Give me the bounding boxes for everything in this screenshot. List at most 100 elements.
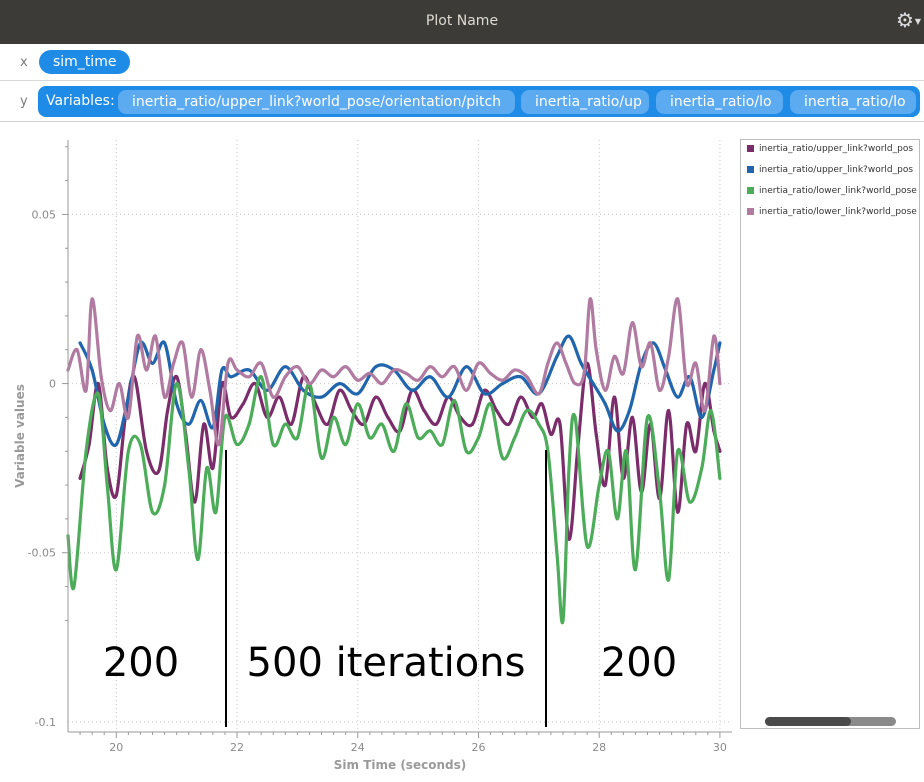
series-1-point xyxy=(694,449,698,453)
series-2-point xyxy=(676,395,680,399)
series-4-point xyxy=(392,368,396,372)
x-tick-label: 24 xyxy=(351,741,365,754)
series-1-point xyxy=(277,395,281,399)
series-1-point xyxy=(507,422,511,426)
series-3-point xyxy=(452,398,456,403)
series-2-point xyxy=(446,395,450,399)
series-4-point xyxy=(712,334,716,338)
series-line-4 xyxy=(66,297,722,447)
series-4-point xyxy=(208,388,212,392)
series-3-point xyxy=(476,436,481,440)
series-4-point xyxy=(694,361,698,365)
series-2-point xyxy=(603,402,607,406)
legend-label: inertia_ratio/upper_link?world_pos xyxy=(759,165,914,175)
series-3-point xyxy=(428,429,432,433)
series-3-point xyxy=(404,402,408,406)
variables-box[interactable]: Variables: inertia_ratio/upper_link?worl… xyxy=(38,86,920,117)
series-1-point xyxy=(386,415,390,419)
series-2-point xyxy=(567,334,571,338)
legend-item-2[interactable]: inertia_ratio/upper_link?world_pos xyxy=(747,165,913,175)
series-4-point xyxy=(639,365,644,369)
series-4-point xyxy=(416,378,420,382)
series-3-point xyxy=(175,382,179,386)
axes: 20 22 24 26 28 30 0.05 0 -0.05 -0.1 Sim Time (seco… xyxy=(13,140,732,772)
series-4-point xyxy=(676,297,680,301)
series-3-point xyxy=(464,449,468,453)
series-4-point xyxy=(344,365,348,369)
series-4-point xyxy=(90,297,94,301)
series-2-point xyxy=(175,402,179,406)
series-4-point xyxy=(283,375,287,379)
series-2-point xyxy=(187,422,191,426)
annotation-right: 200 xyxy=(601,640,677,686)
series-3-point xyxy=(259,375,263,379)
legend-item-3[interactable]: inertia_ratio/lower_link?world_pose xyxy=(747,186,917,196)
series-3-point xyxy=(368,436,372,440)
series-4-point xyxy=(163,395,167,399)
series-3-point xyxy=(633,568,638,572)
series-3-point xyxy=(163,483,167,487)
series-4-point xyxy=(588,297,592,301)
series-3-point xyxy=(667,578,671,582)
series-3-point xyxy=(332,415,336,419)
legend-scrollbar[interactable] xyxy=(765,717,896,726)
chevron-down-icon[interactable]: ▼ xyxy=(914,17,921,26)
series-1-point xyxy=(211,466,215,470)
series-2-point xyxy=(150,361,155,365)
legend-item-4[interactable]: inertia_ratio/lower_link?world_pose xyxy=(747,207,917,217)
annotation-left: 200 xyxy=(103,640,179,686)
series-1-point xyxy=(603,483,607,487)
series-2-point xyxy=(501,382,505,386)
series-1-point xyxy=(422,409,426,413)
series-4-point xyxy=(564,361,568,365)
series-4-point xyxy=(546,361,550,365)
series-3-point xyxy=(555,551,559,555)
series-4-point xyxy=(172,361,176,365)
x-tick-label: 30 xyxy=(713,741,727,754)
series-3-point xyxy=(606,449,610,453)
series-4-point xyxy=(621,371,625,375)
series-4-point xyxy=(440,375,444,379)
variable-chip-lower-1[interactable]: inertia_ratio/lo xyxy=(656,90,783,114)
series-3-point xyxy=(546,449,550,453)
x-variable-pill[interactable]: sim_time xyxy=(39,50,131,74)
series-3-point xyxy=(718,476,722,480)
annotations: 200 500 iterations 200 xyxy=(103,450,677,727)
series-2-point xyxy=(163,341,167,345)
series-3-point xyxy=(709,409,713,413)
variable-chip-pitch[interactable]: inertia_ratio/upper_link?world_pose/orie… xyxy=(118,90,515,114)
gear-icon[interactable]: ⚙ ▼ xyxy=(896,8,921,32)
series-3-point xyxy=(597,483,601,487)
series-3-point xyxy=(105,483,109,487)
series-3-point xyxy=(561,618,565,622)
series-2-point xyxy=(90,368,94,372)
series-4-point xyxy=(99,375,103,379)
scrollbar-thumb[interactable] xyxy=(765,717,851,726)
series-2-point xyxy=(283,365,287,369)
series-4-point xyxy=(452,365,456,369)
x-axis-label: x xyxy=(20,55,28,70)
series-1-point xyxy=(549,432,553,436)
series-1-point xyxy=(703,382,707,386)
series-3-point xyxy=(513,436,517,440)
series-4-point xyxy=(259,361,263,365)
series-1-point xyxy=(676,510,680,514)
x-axis-title: Sim Time (seconds) xyxy=(334,758,466,772)
series-2-point xyxy=(615,429,619,433)
series-4-point xyxy=(117,382,121,386)
variable-chip-lower-2[interactable]: inertia_ratio/lo xyxy=(790,90,916,114)
series-4-point xyxy=(84,388,88,392)
series-4-point xyxy=(703,409,707,413)
series-1-point xyxy=(156,469,161,474)
variable-chip-upper[interactable]: inertia_ratio/up xyxy=(521,90,649,114)
series-3-point xyxy=(271,442,275,447)
y-tick-label: 0 xyxy=(49,378,56,391)
series-3-point xyxy=(205,466,209,470)
series-3-point xyxy=(187,466,191,470)
legend-item-1[interactable]: inertia_ratio/upper_link?world_pos xyxy=(747,144,913,154)
series-4-point xyxy=(404,371,408,375)
series-3-point xyxy=(344,442,348,447)
series-2-point xyxy=(591,382,595,386)
series-3-point xyxy=(501,456,505,460)
series-4-point xyxy=(582,371,586,375)
